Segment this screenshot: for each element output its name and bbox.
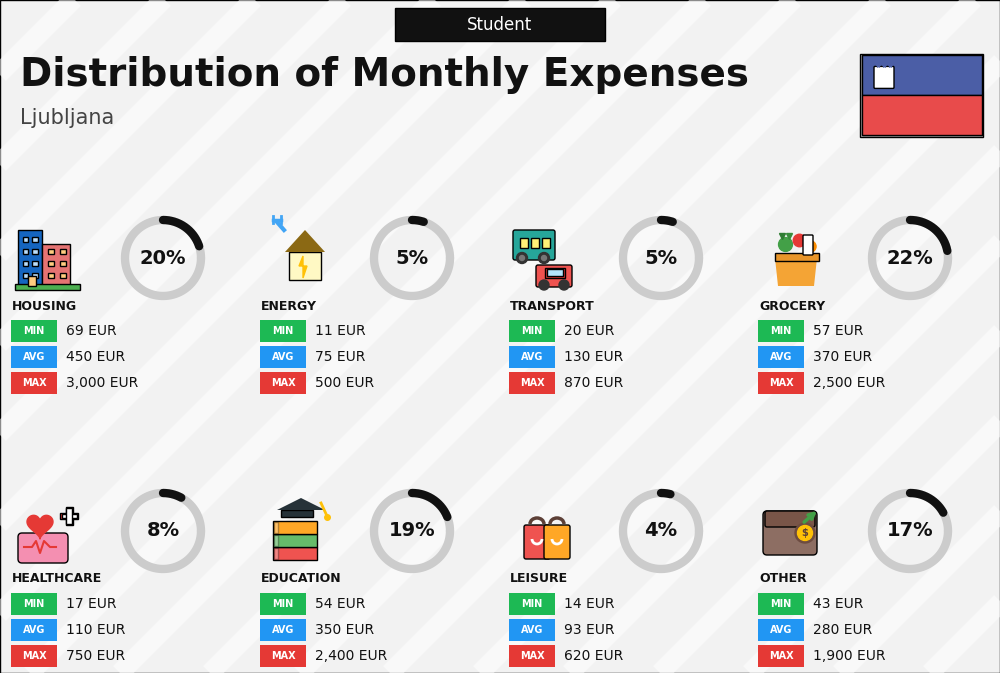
Polygon shape — [285, 230, 325, 252]
FancyBboxPatch shape — [274, 548, 278, 559]
Text: 75 EUR: 75 EUR — [315, 350, 365, 364]
FancyBboxPatch shape — [23, 260, 28, 266]
Text: 17%: 17% — [887, 522, 933, 540]
Text: 5%: 5% — [644, 248, 678, 267]
Text: 750 EUR: 750 EUR — [66, 649, 125, 663]
FancyBboxPatch shape — [260, 372, 306, 394]
FancyBboxPatch shape — [32, 273, 38, 278]
FancyBboxPatch shape — [273, 534, 317, 547]
FancyBboxPatch shape — [260, 645, 306, 667]
Text: 43 EUR: 43 EUR — [813, 597, 863, 611]
FancyBboxPatch shape — [758, 645, 804, 667]
FancyBboxPatch shape — [758, 619, 804, 641]
FancyBboxPatch shape — [874, 67, 894, 88]
FancyBboxPatch shape — [60, 260, 66, 266]
Text: ENERGY: ENERGY — [261, 299, 317, 312]
FancyBboxPatch shape — [509, 619, 555, 641]
Text: 450 EUR: 450 EUR — [66, 350, 125, 364]
Text: $: $ — [802, 528, 808, 538]
Text: OTHER: OTHER — [759, 573, 807, 586]
Text: 350 EUR: 350 EUR — [315, 623, 374, 637]
Text: 20 EUR: 20 EUR — [564, 324, 614, 338]
Text: MAX: MAX — [271, 378, 295, 388]
FancyBboxPatch shape — [544, 525, 570, 559]
Text: MAX: MAX — [22, 651, 46, 661]
FancyBboxPatch shape — [11, 593, 57, 615]
Circle shape — [516, 252, 528, 264]
FancyBboxPatch shape — [60, 273, 66, 278]
FancyBboxPatch shape — [66, 507, 73, 525]
FancyBboxPatch shape — [60, 248, 66, 254]
Text: LEISURE: LEISURE — [510, 573, 568, 586]
Polygon shape — [299, 256, 307, 278]
FancyBboxPatch shape — [509, 346, 555, 368]
FancyBboxPatch shape — [48, 260, 54, 266]
FancyBboxPatch shape — [509, 593, 555, 615]
FancyBboxPatch shape — [520, 238, 528, 248]
FancyBboxPatch shape — [15, 284, 80, 290]
FancyBboxPatch shape — [289, 252, 321, 280]
Text: TRANSPORT: TRANSPORT — [510, 299, 595, 312]
Text: Ljubljana: Ljubljana — [20, 108, 114, 128]
FancyBboxPatch shape — [524, 525, 550, 559]
Text: 130 EUR: 130 EUR — [564, 350, 623, 364]
FancyBboxPatch shape — [775, 253, 819, 261]
FancyBboxPatch shape — [23, 273, 28, 278]
FancyBboxPatch shape — [260, 593, 306, 615]
Text: 280 EUR: 280 EUR — [813, 623, 872, 637]
Text: 93 EUR: 93 EUR — [564, 623, 614, 637]
Text: MIN: MIN — [272, 599, 294, 609]
FancyBboxPatch shape — [48, 273, 54, 278]
FancyBboxPatch shape — [509, 372, 555, 394]
Text: Distribution of Monthly Expenses: Distribution of Monthly Expenses — [20, 56, 749, 94]
Circle shape — [538, 252, 550, 264]
Text: AVG: AVG — [770, 352, 792, 362]
Text: 2,500 EUR: 2,500 EUR — [813, 376, 885, 390]
FancyBboxPatch shape — [23, 236, 28, 242]
Text: 5%: 5% — [395, 248, 429, 267]
FancyBboxPatch shape — [542, 238, 550, 248]
Text: 2,400 EUR: 2,400 EUR — [315, 649, 387, 663]
FancyBboxPatch shape — [11, 320, 57, 342]
Circle shape — [539, 280, 549, 290]
FancyBboxPatch shape — [260, 320, 306, 342]
Text: 500 EUR: 500 EUR — [315, 376, 374, 390]
Text: 22%: 22% — [887, 248, 933, 267]
FancyBboxPatch shape — [18, 230, 42, 286]
Text: MIN: MIN — [770, 599, 792, 609]
Text: AVG: AVG — [521, 625, 543, 635]
FancyBboxPatch shape — [763, 511, 817, 555]
FancyBboxPatch shape — [11, 645, 57, 667]
Text: AVG: AVG — [272, 625, 294, 635]
FancyBboxPatch shape — [18, 533, 68, 563]
FancyBboxPatch shape — [32, 248, 38, 254]
Circle shape — [520, 256, 524, 260]
FancyBboxPatch shape — [758, 346, 804, 368]
FancyBboxPatch shape — [274, 535, 278, 546]
Text: MIN: MIN — [23, 599, 45, 609]
Text: Student: Student — [467, 15, 533, 34]
Text: 1,900 EUR: 1,900 EUR — [813, 649, 886, 663]
Circle shape — [797, 526, 812, 540]
Circle shape — [542, 256, 546, 260]
Text: MAX: MAX — [520, 378, 544, 388]
Text: 870 EUR: 870 EUR — [564, 376, 623, 390]
FancyBboxPatch shape — [765, 511, 815, 527]
FancyBboxPatch shape — [531, 238, 539, 248]
FancyBboxPatch shape — [758, 372, 804, 394]
Text: 620 EUR: 620 EUR — [564, 649, 623, 663]
FancyBboxPatch shape — [860, 53, 983, 137]
Text: 4%: 4% — [644, 522, 678, 540]
FancyBboxPatch shape — [803, 235, 813, 255]
Text: 3,000 EUR: 3,000 EUR — [66, 376, 138, 390]
FancyBboxPatch shape — [862, 55, 982, 95]
Text: MAX: MAX — [769, 378, 793, 388]
FancyBboxPatch shape — [48, 248, 54, 254]
Text: HEALTHCARE: HEALTHCARE — [12, 573, 102, 586]
FancyBboxPatch shape — [66, 508, 72, 524]
FancyBboxPatch shape — [32, 236, 38, 242]
Text: 17 EUR: 17 EUR — [66, 597, 116, 611]
Polygon shape — [775, 258, 817, 286]
Text: MAX: MAX — [769, 651, 793, 661]
